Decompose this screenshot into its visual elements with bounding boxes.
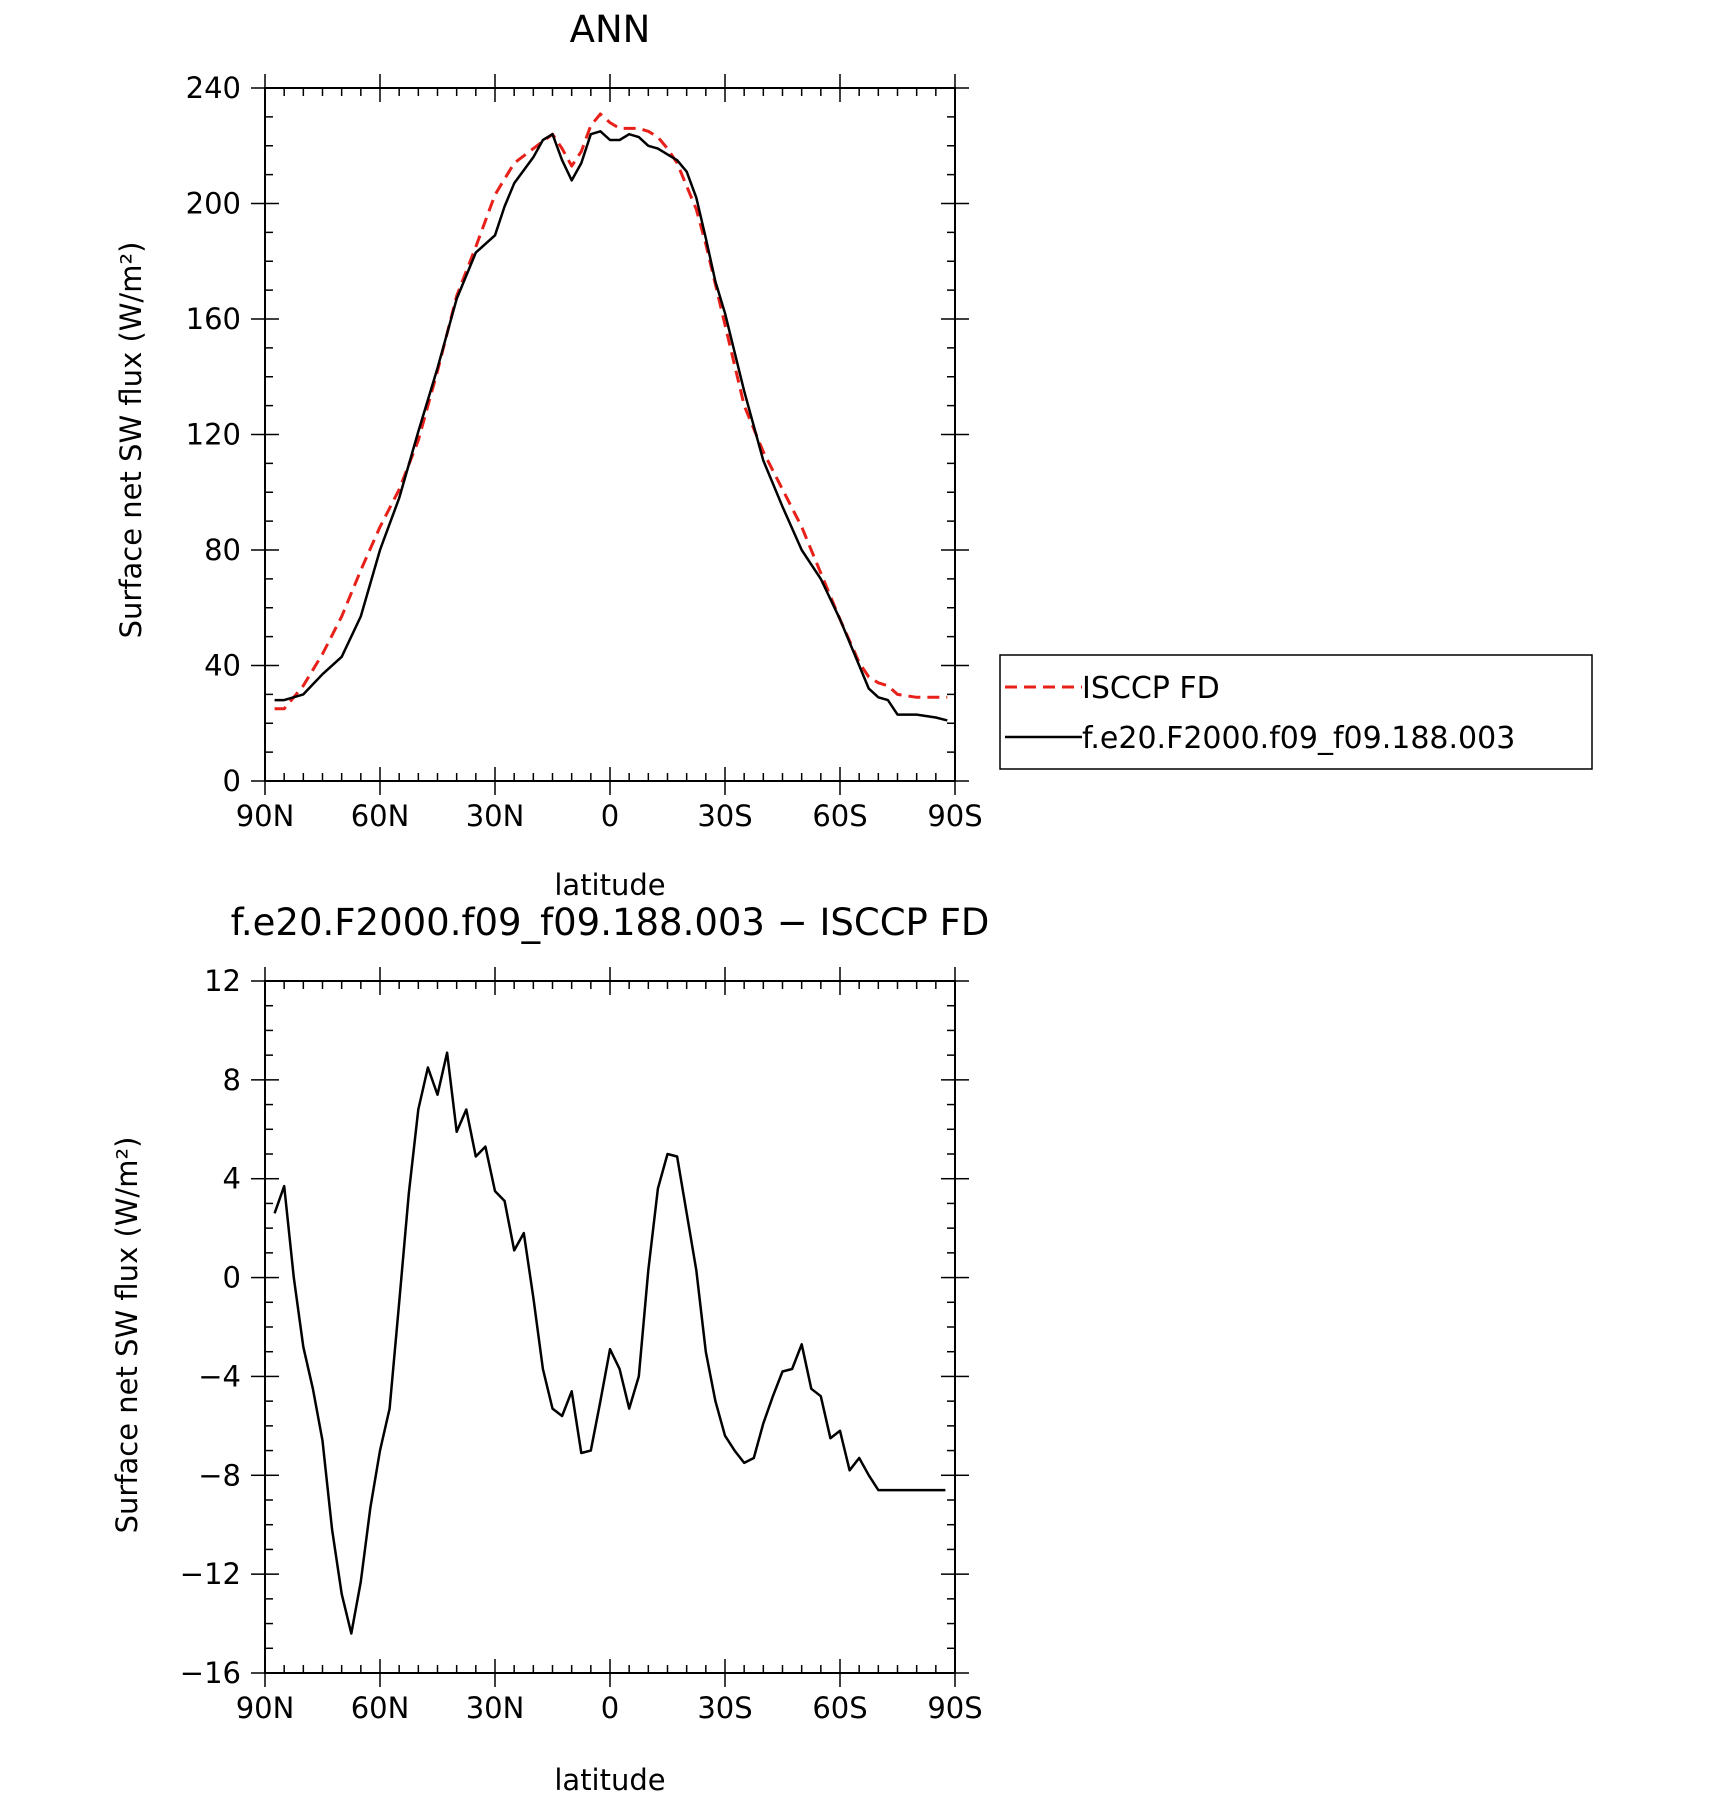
top-y-tick-label: 200: [186, 187, 241, 221]
top-x-tick-label: 60S: [812, 799, 867, 833]
top-x-tick-label: 90S: [927, 799, 982, 833]
top-y-tick-label: 0: [223, 764, 241, 798]
legend: ISCCP FD f.e20.F2000.f09_f09.188.003: [999, 654, 1593, 770]
legend-box: [999, 654, 1593, 770]
top-y-tick-label: 40: [204, 649, 241, 683]
bottom-x-tick-label: 90S: [927, 1691, 982, 1725]
bottom-y-tick-label: 0: [223, 1261, 241, 1295]
top-x-tick-label: 90N: [236, 799, 295, 833]
top-panel: ANN Surface net SW flux (W/m²) latitude …: [114, 8, 983, 902]
bottom-x-tick-label: 60N: [351, 1691, 410, 1725]
top-plot-frame: [264, 87, 956, 782]
bottom-chart-title: f.e20.F2000.f09_f09.188.003 − ISCCP FD: [231, 901, 990, 944]
top-y-axis-label: Surface net SW flux (W/m²): [114, 242, 148, 639]
bottom-y-tick-label: −12: [180, 1557, 241, 1591]
bottom-y-tick-label: −16: [180, 1656, 241, 1690]
top-y-tick-label: 240: [186, 71, 241, 105]
bottom-x-tick-label: 60S: [812, 1691, 867, 1725]
bottom-y-tick-label: −4: [198, 1359, 241, 1393]
bottom-y-tick-label: 12: [204, 964, 241, 998]
top-x-tick-label: 60N: [351, 799, 410, 833]
top-chart-title: ANN: [570, 8, 651, 51]
legend-label-model: f.e20.F2000.f09_f09.188.003: [1082, 721, 1515, 756]
bottom-x-axis-label: latitude: [554, 1763, 665, 1797]
bottom-x-tick-label: 30S: [697, 1691, 752, 1725]
bottom-plot-frame: [264, 980, 956, 1674]
top-x-tick-label: 0: [601, 799, 619, 833]
bottom-panel: f.e20.F2000.f09_f09.188.003 − ISCCP FD S…: [110, 901, 989, 1797]
bottom-x-tick-label: 30N: [466, 1691, 525, 1725]
top-series-line-1: [274, 130, 948, 722]
bottom-y-tick-label: 4: [223, 1162, 241, 1196]
top-y-tick-label: 80: [204, 533, 241, 567]
top-x-axis-label: latitude: [554, 868, 665, 902]
bottom-series-line-0: [273, 1051, 946, 1635]
top-y-tick-label: 120: [186, 418, 241, 452]
bottom-x-tick-label: 0: [601, 1691, 619, 1725]
top-x-tick-label: 30S: [697, 799, 752, 833]
legend-label-isccp-fd: ISCCP FD: [1082, 671, 1220, 706]
bottom-x-tick-label: 90N: [236, 1691, 295, 1725]
bottom-y-tick-label: 8: [223, 1063, 241, 1097]
top-x-tick-label: 30N: [466, 799, 525, 833]
bottom-y-axis-label: Surface net SW flux (W/m²): [110, 1137, 144, 1534]
top-series-line-0: [274, 112, 948, 711]
bottom-y-tick-label: −8: [198, 1458, 241, 1492]
top-y-tick-label: 160: [186, 302, 241, 336]
